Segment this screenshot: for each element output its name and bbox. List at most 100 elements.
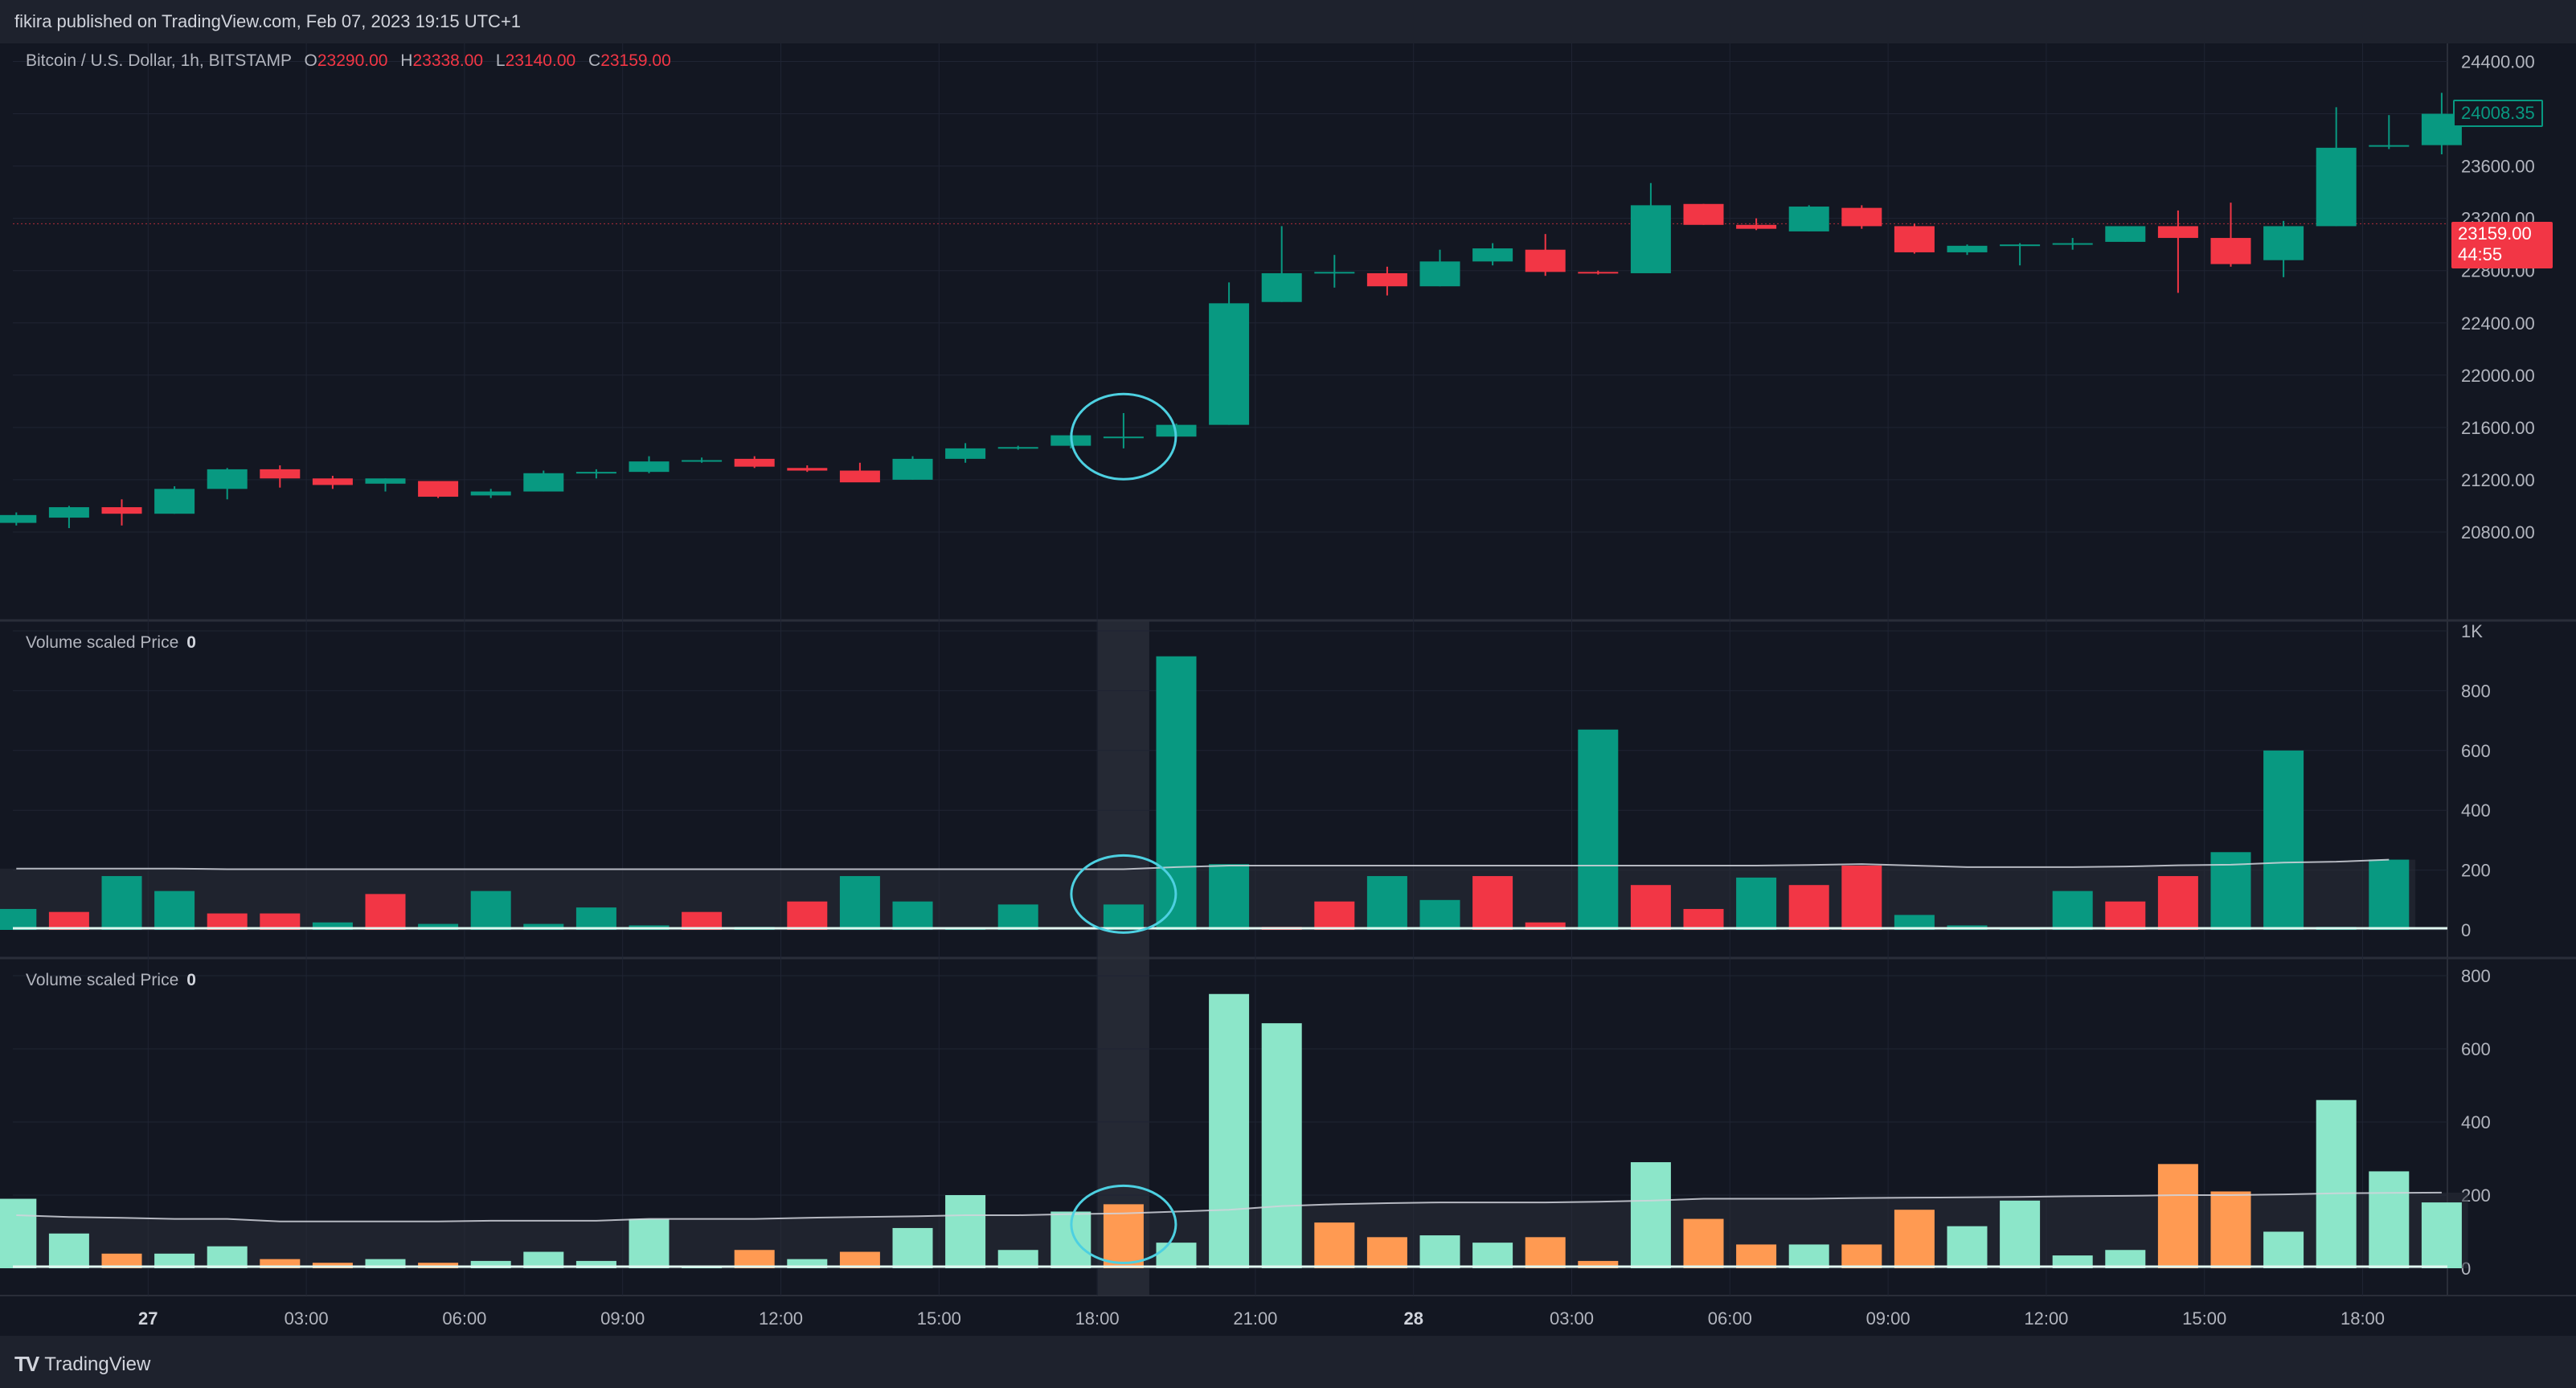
volume-bar (470, 891, 511, 930)
baseline-line (16, 1191, 2442, 1222)
volume-bar (523, 923, 564, 930)
time-tick-label: 09:00 (600, 1308, 645, 1329)
price-tick-label: 20800.00 (2461, 522, 2535, 543)
volume-legend-1-value: 0 (186, 633, 196, 652)
time-tick-label: 12:00 (2024, 1308, 2068, 1329)
volume-bar (682, 911, 723, 930)
volume-bar (1841, 1244, 1882, 1268)
volume-legend-2-value: 0 (186, 971, 196, 989)
publish-bar: fikira published on TradingView.com, Feb… (0, 0, 2576, 43)
volume-bar (1525, 1237, 1566, 1268)
volume-bar (1156, 1243, 1197, 1268)
volume-bar (1209, 993, 1250, 1268)
annotation-ellipse (1070, 854, 1177, 934)
volume-bar (1103, 1204, 1144, 1268)
volume-bar (1736, 1244, 1777, 1268)
candle-body (1578, 272, 1619, 274)
time-tick-label: 21:00 (1233, 1308, 1277, 1329)
candle-body (1314, 272, 1355, 274)
candle-body (1366, 272, 1407, 287)
time-tick-label: 18:00 (1075, 1308, 1120, 1329)
volume-bar (154, 1253, 195, 1268)
candle-body (1683, 203, 1724, 225)
time-tick-label: 27 (138, 1308, 158, 1329)
candle-body (997, 447, 1038, 449)
candle-body (2210, 238, 2251, 264)
volume-tick-label: 600 (2461, 1039, 2491, 1059)
volume-bar (101, 1253, 142, 1268)
close-value: 23159.00 (600, 51, 671, 70)
baseline-line (16, 858, 2390, 870)
volume-bar (1314, 901, 1355, 930)
tradingview-brand[interactable]: TV TradingView (14, 1352, 150, 1377)
time-tick-label: 03:00 (1550, 1308, 1594, 1329)
volume-bar (2000, 1200, 2041, 1268)
volume-bar (839, 1251, 880, 1268)
candle-body (154, 489, 195, 514)
volume-bar (2157, 876, 2198, 930)
volume-tick-label: 1K (2461, 621, 2483, 641)
volume-bar (1630, 885, 1671, 930)
candle-body (2105, 226, 2146, 242)
main-legend: Bitcoin / U.S. Dollar, 1h, BITSTAMP O232… (26, 51, 671, 71)
volume-bar (260, 1259, 301, 1268)
annotation-ellipse (1070, 1184, 1177, 1264)
volume-bar (1947, 1226, 1988, 1268)
volume-legend-1: Volume scaled Price 0 (26, 633, 196, 653)
volume-bar (48, 911, 89, 930)
volume-bar (629, 1218, 670, 1268)
volume-bar (1472, 876, 1513, 930)
volume-tick-label: 200 (2461, 861, 2491, 881)
volume-bar (2052, 1255, 2093, 1268)
volume-bar (892, 1227, 933, 1268)
candle-body (787, 468, 828, 471)
candle-body (418, 481, 459, 497)
volume-bar (312, 922, 353, 930)
volume-bar (1209, 864, 1250, 930)
volume-bar (1894, 915, 1935, 930)
volume-bar (1736, 877, 1777, 930)
volume-bar (365, 1259, 406, 1268)
volume-legend-2: Volume scaled Price 0 (26, 971, 196, 990)
volume-bar (2105, 901, 2146, 930)
volume-bar (1103, 904, 1144, 930)
volume-bar (101, 876, 142, 930)
volume-bar (2210, 1191, 2251, 1268)
candle-body (892, 458, 933, 480)
volume-bar (418, 923, 459, 930)
publish-info: fikira published on TradingView.com, Feb… (14, 11, 522, 31)
volume-bar (1419, 1235, 1460, 1268)
candle-body (2263, 226, 2304, 260)
volume-bar (2157, 1164, 2198, 1268)
highlight-column (1097, 620, 1149, 1296)
volume-bar (0, 908, 37, 930)
high-key: H (400, 51, 413, 70)
volume-tick-label: 400 (2461, 1112, 2491, 1132)
volume-legend-2-name: Volume scaled Price (26, 971, 179, 989)
symbol-label: Bitcoin / U.S. Dollar, 1h, BITSTAMP (26, 51, 292, 70)
price-pane (0, 43, 2576, 620)
volume-tick-label: 0 (2461, 920, 2471, 940)
volume-bar (1788, 885, 1829, 930)
volume-bar (1683, 908, 1724, 930)
candle-body (575, 472, 616, 474)
candle-body (1736, 224, 1777, 229)
price-tick-label: 22400.00 (2461, 313, 2535, 334)
volume-bar (1419, 899, 1460, 930)
candle-body (312, 478, 353, 485)
candle-body (945, 448, 986, 459)
price-tick-label: 22000.00 (2461, 366, 2535, 386)
volume-bar (575, 907, 616, 930)
time-tick-label: 15:00 (2182, 1308, 2226, 1329)
volume-bar (1366, 1237, 1407, 1268)
volume-bar (787, 901, 828, 930)
volume-bar (1261, 1023, 1302, 1268)
volume-legend-1-name: Volume scaled Price (26, 633, 179, 652)
volume-bar (1683, 1218, 1724, 1268)
candle-body (1209, 303, 1250, 425)
volume-bar (997, 904, 1038, 930)
volume-bar (2369, 859, 2410, 930)
volume-bar (0, 1198, 37, 1268)
